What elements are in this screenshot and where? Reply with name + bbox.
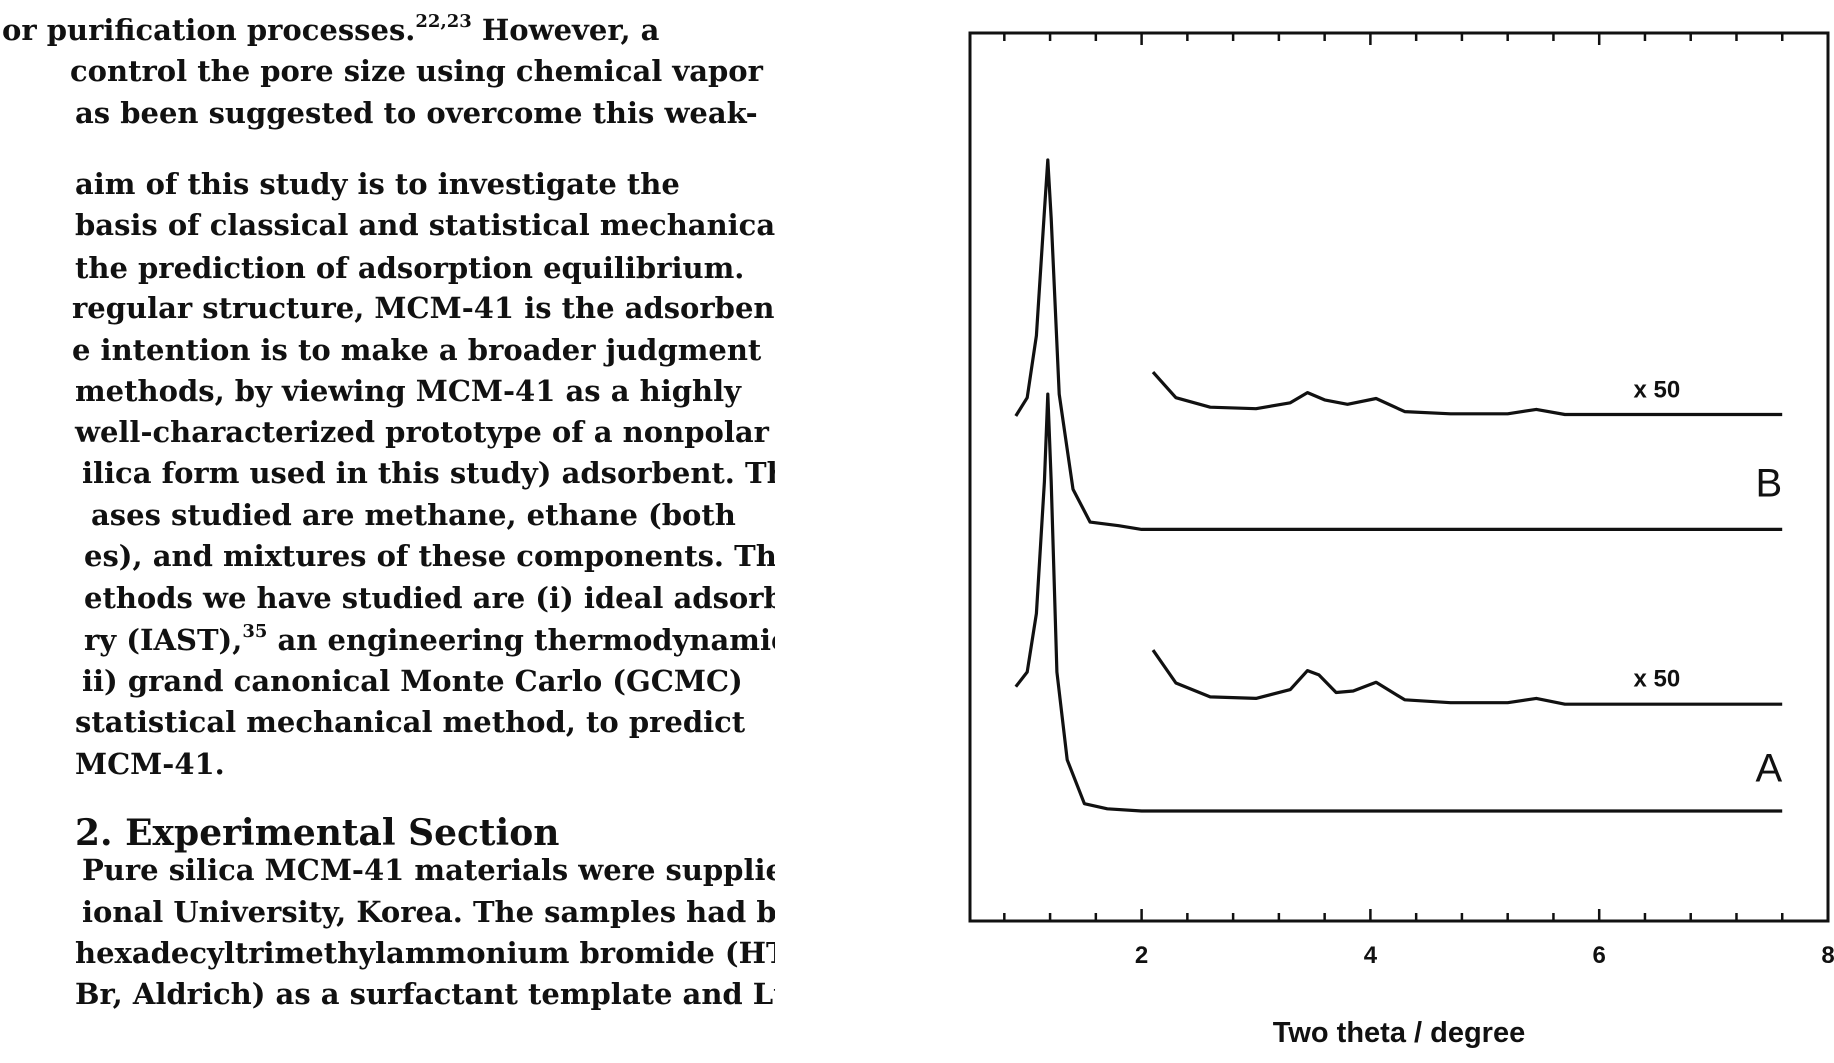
text-span: ry (IAST), — [84, 623, 243, 657]
x-tick-label: 4 — [1364, 942, 1378, 969]
x-tick-label: 8 — [1821, 942, 1834, 969]
text-line: ry (IAST),35 an engineering thermodynami… — [84, 623, 775, 657]
text-span: methods, by viewing MCM-41 as a highly — [75, 374, 741, 408]
series-line-b — [1014, 158, 1783, 532]
text-line: e intention is to make a broader judgmen… — [72, 336, 761, 365]
text-span: Pure silica MCM-41 materials were suppli… — [82, 853, 775, 887]
text-span: well-characterized prototype of a nonpol… — [75, 415, 769, 449]
text-line: statistical mechanical method, to predic… — [75, 708, 745, 737]
text-line: MCM-41. — [75, 750, 225, 779]
text-span: control the pore size using chemical vap… — [70, 54, 763, 88]
text-span: the prediction of adsorption equilibrium… — [75, 251, 745, 285]
text-span: However, a — [471, 13, 660, 47]
scale-annotation: x 50 — [1634, 666, 1681, 693]
text-span: as been suggested to overcome this weak- — [75, 96, 758, 130]
series-line-b-x-50 — [1151, 371, 1783, 417]
text-span: aim of this study is to investigate the — [75, 167, 680, 201]
text-span: es), and mixtures of these components. T… — [84, 539, 775, 573]
text-line: Br, Aldrich) as a surfactant template an… — [75, 980, 775, 1009]
text-line: es), and mixtures of these components. T… — [84, 542, 775, 571]
text-span: ases studied are methane, ethane (both — [91, 498, 736, 532]
text-line: ilica form used in this study) adsorbent… — [82, 459, 775, 488]
text-line: hexadecyltrimethylammonium bromide (HTAB… — [75, 939, 775, 968]
text-span: hexadecyltrimethylammonium bromide (HTAB… — [75, 936, 775, 970]
text-span: ional University, Korea. The samples had… — [82, 895, 775, 929]
text-line: aim of this study is to investigate the — [75, 170, 680, 199]
text-line: ii) grand canonical Monte Carlo (GCMC) — [82, 667, 743, 696]
series-line-a-x-50 — [1151, 649, 1783, 706]
series-line-a — [1014, 392, 1783, 813]
text-span: ilica form used in this study) adsorbent… — [82, 456, 775, 490]
text-span: an engineering thermodynamic — [267, 623, 775, 657]
text-line: methods, by viewing MCM-41 as a highly — [75, 377, 741, 406]
text-span: or purification processes. — [2, 13, 416, 47]
text-line: control the pore size using chemical vap… — [70, 57, 763, 86]
text-line: ethods we have studied are (i) ideal ads… — [84, 584, 775, 613]
body-text-column: or purification processes.22,23 However,… — [0, 0, 775, 1063]
citation-superscript: 35 — [242, 621, 268, 643]
x-tick-label: 6 — [1593, 942, 1606, 969]
text-span: statistical mechanical method, to predic… — [75, 705, 746, 739]
text-span: 2. Experimental Section — [75, 812, 560, 854]
text-span: basis of classical and statistical mecha… — [75, 208, 775, 242]
series-label: B — [1756, 461, 1783, 505]
text-line: ases studied are methane, ethane (both — [91, 501, 736, 530]
section-heading: 2. Experimental Section — [75, 815, 559, 851]
text-span: ethods we have studied are (i) ideal ads… — [84, 581, 775, 615]
text-line: ional University, Korea. The samples had… — [82, 898, 775, 927]
scale-annotation: x 50 — [1634, 377, 1681, 404]
series-label: A — [1756, 747, 1783, 791]
text-span: Br, Aldrich) as a surfactant template an… — [75, 977, 775, 1011]
text-line: or purification processes.22,23 However,… — [2, 13, 660, 47]
text-line: the prediction of adsorption equilibrium… — [75, 254, 744, 283]
x-axis-label: Two theta / degree — [1273, 1017, 1525, 1049]
text-line: well-characterized prototype of a nonpol… — [75, 418, 769, 447]
text-line: regular structure, MCM-41 is the adsorbe… — [72, 294, 775, 323]
text-span: regular structure, MCM-41 is the adsorbe… — [72, 291, 775, 325]
x-tick-label: 2 — [1135, 942, 1148, 969]
text-line: as been suggested to overcome this weak- — [75, 99, 758, 128]
text-line: Pure silica MCM-41 materials were suppli… — [82, 856, 775, 885]
text-span: MCM-41. — [75, 747, 225, 781]
text-span: e intention is to make a broader judgmen… — [72, 333, 762, 367]
text-line: basis of classical and statistical mecha… — [75, 211, 775, 240]
text-span: ii) grand canonical Monte Carlo (GCMC) — [82, 664, 743, 698]
plot-frame — [968, 31, 1830, 923]
citation-superscript: 22,23 — [415, 11, 472, 33]
